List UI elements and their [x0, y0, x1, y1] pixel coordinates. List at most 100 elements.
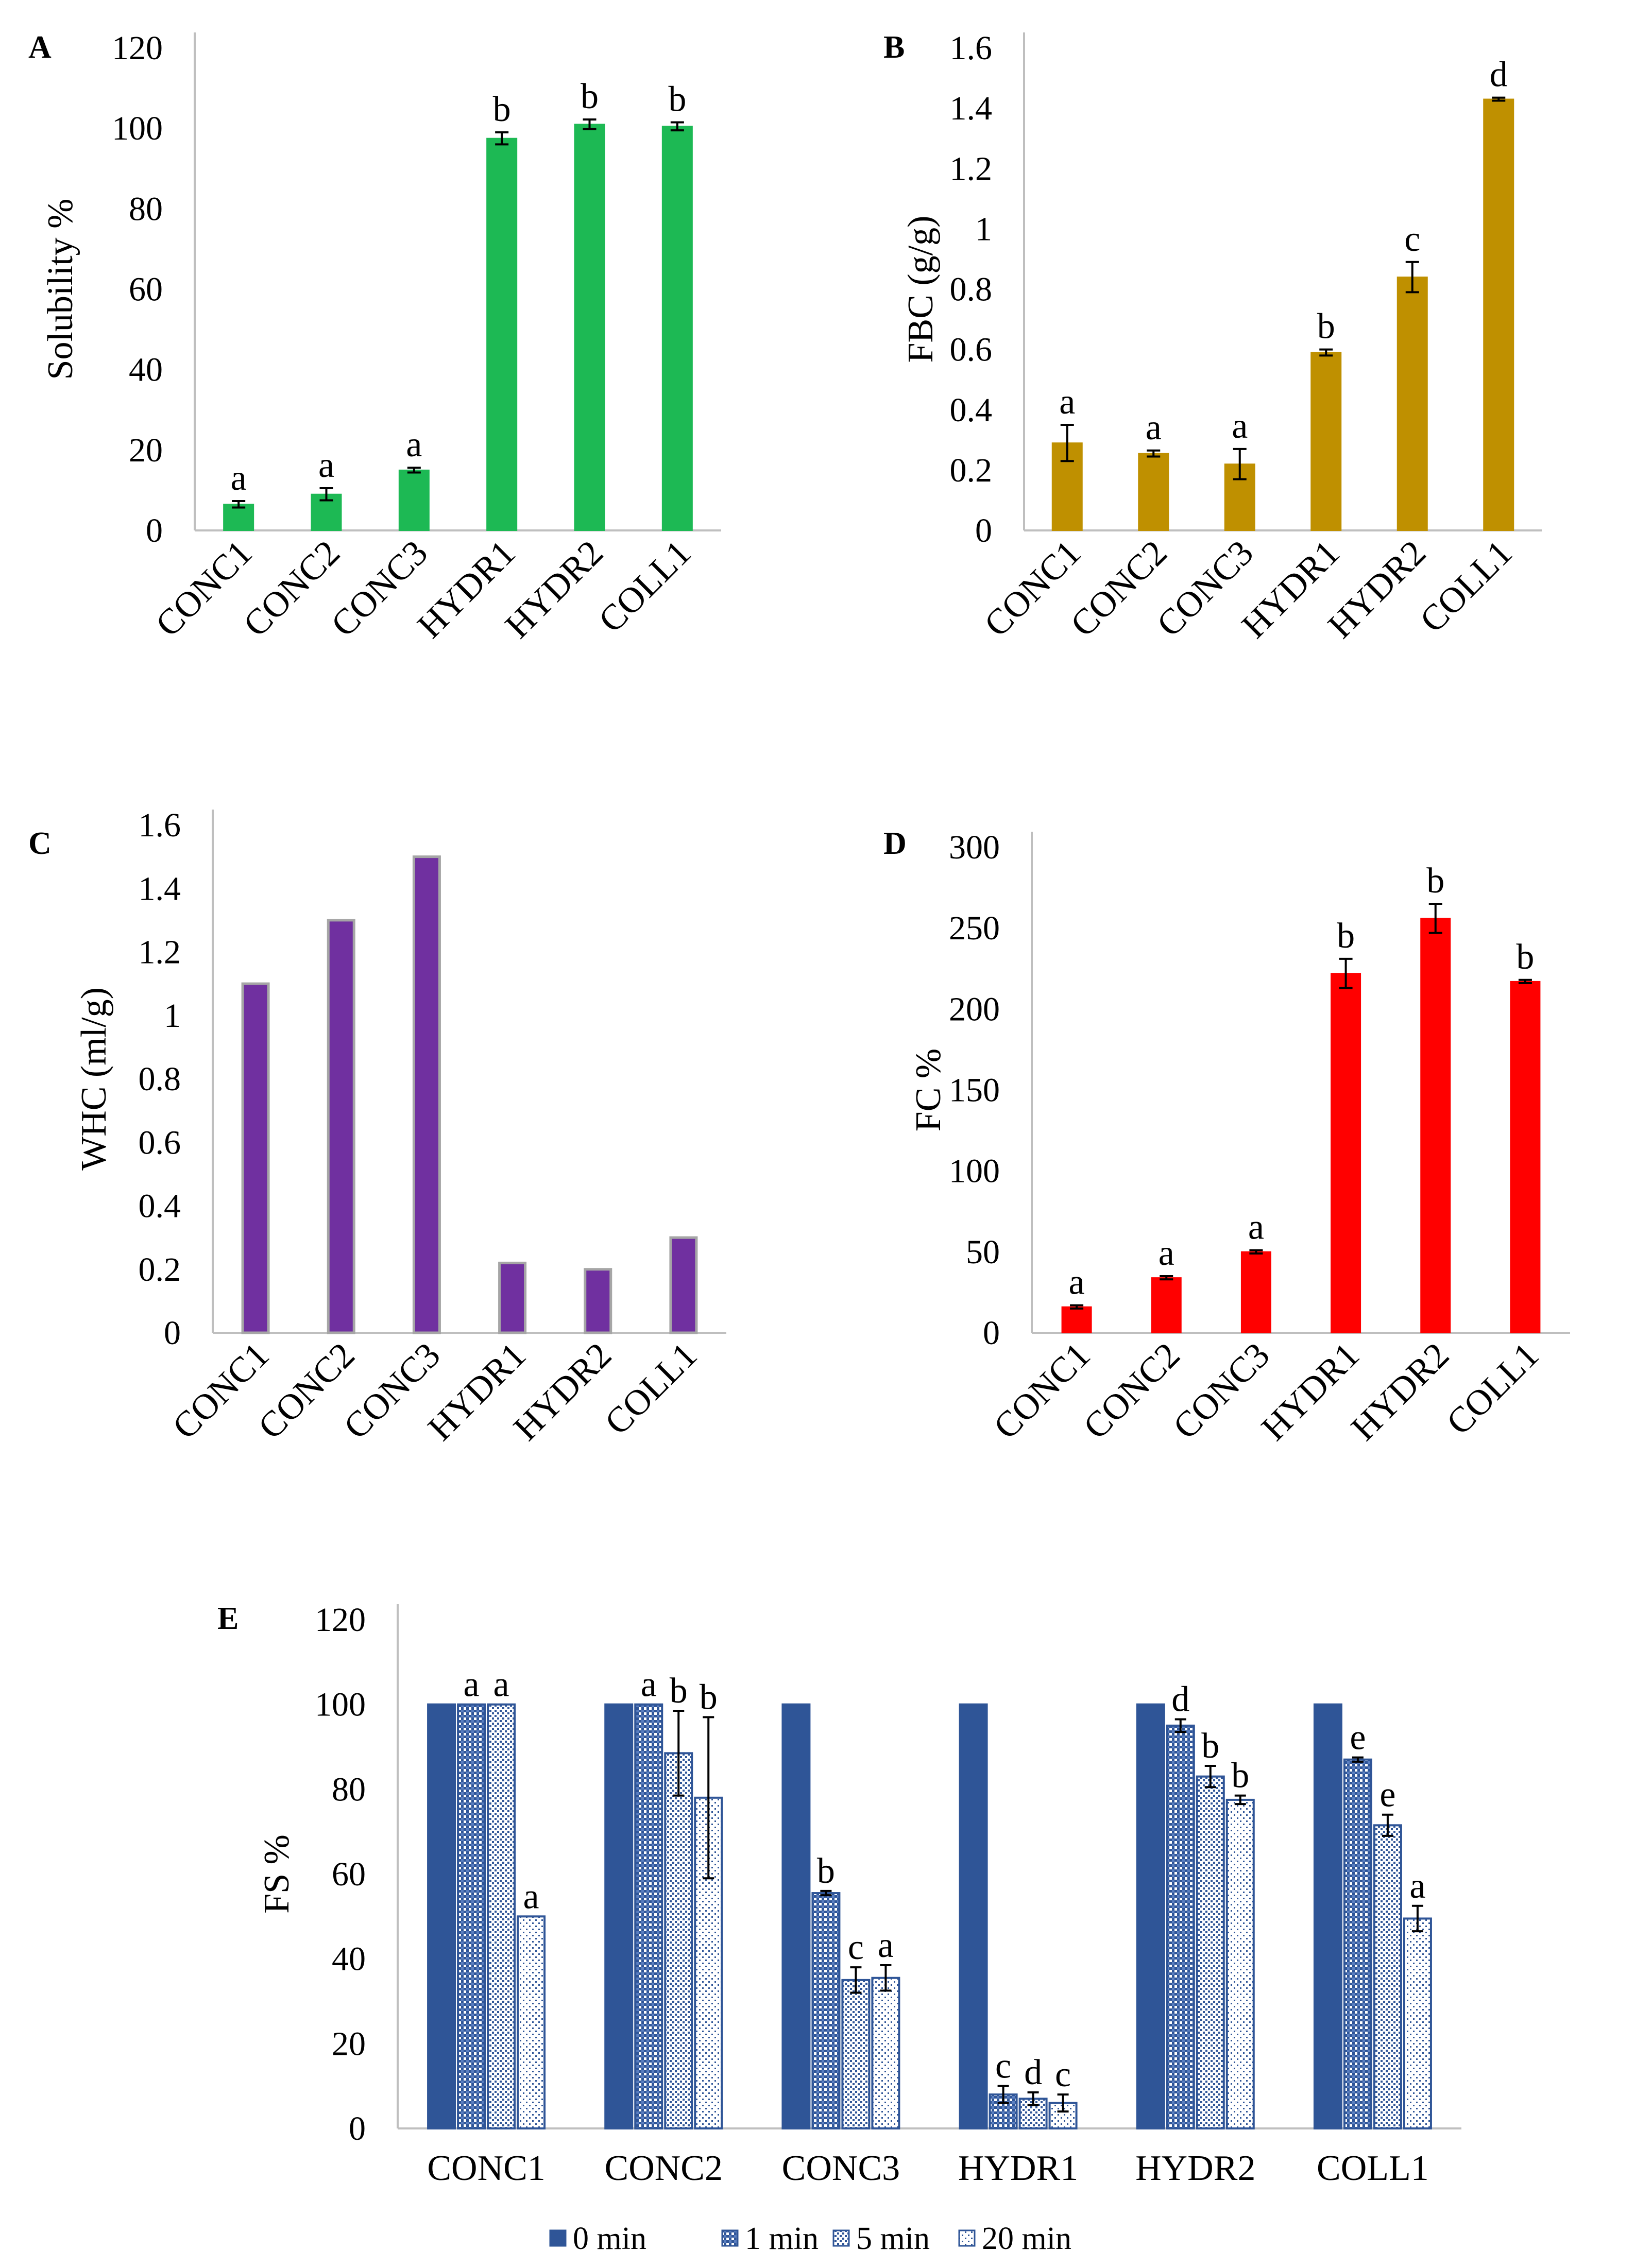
x-tick-label: HYDR1 — [958, 2149, 1078, 2188]
bar — [457, 1703, 486, 2130]
significance-label: a — [1232, 406, 1248, 446]
bar — [1240, 1251, 1271, 1333]
significance-label: b — [1337, 916, 1355, 956]
y-tick-label: 1.2 — [139, 934, 181, 971]
legend-label: 1 min — [745, 2221, 819, 2256]
significance-label: c — [1055, 2055, 1071, 2094]
significance-label: d — [1024, 2053, 1042, 2092]
x-tick-label: COLL1 — [591, 533, 699, 640]
x-tick-label: COLL1 — [1317, 2149, 1429, 2188]
bar — [427, 1703, 456, 2130]
bar — [1166, 1724, 1195, 2129]
chart-panel-b: B FBC (g/g) 0 0.2 0.4 0.6 0.8 1 1.2 1.4 1.6 a CONC1 a… — [883, 29, 1542, 646]
legend-swatch — [721, 2229, 739, 2247]
significance-label: a — [464, 1665, 480, 1705]
y-tick-label: 1 — [975, 210, 992, 248]
bar — [1396, 277, 1428, 531]
bar — [634, 1703, 663, 2130]
significance-label: a — [523, 1877, 539, 1916]
significance-label: a — [1146, 408, 1162, 448]
x-tick-label: CONC2 — [1063, 533, 1175, 645]
x-tick-label: COLL1 — [1412, 533, 1520, 640]
y-tick-label: 0 — [146, 512, 163, 549]
significance-label: a — [878, 1926, 894, 1965]
x-tick-label: CONC1 — [148, 533, 260, 645]
y-tick-label: 120 — [315, 1601, 366, 1639]
y-tick-label: 60 — [129, 271, 163, 308]
x-tick-label: HYDR2 — [1135, 2149, 1255, 2188]
bar — [1061, 1306, 1092, 1334]
x-tick-label: HYDR2 — [1344, 1335, 1457, 1448]
significance-label: a — [318, 445, 334, 485]
y-tick-label: 80 — [332, 1771, 366, 1808]
bar — [241, 982, 270, 1334]
bar — [871, 1977, 900, 2129]
x-tick-label: CONC3 — [782, 2149, 900, 2188]
bar — [584, 1268, 612, 1334]
y-tick-label: 1.4 — [139, 870, 181, 907]
y-tick-label: 120 — [112, 29, 163, 67]
y-tick-label: 100 — [315, 1686, 366, 1724]
bar — [311, 493, 342, 531]
bar — [574, 124, 605, 531]
bar — [327, 919, 355, 1334]
y-tick-label: 0 — [975, 512, 992, 549]
bar — [841, 1979, 871, 2129]
y-tick-label: 20 — [332, 2025, 366, 2063]
significance-label: a — [406, 425, 422, 465]
y-axis-title: FBC (g/g) — [901, 216, 941, 363]
chart-panel-d: D FC % 0 50 100 150 200 250 300 a CONC1 a CONC2 a CONC… — [883, 826, 1570, 1448]
x-tick-label: CONC2 — [605, 2149, 723, 2188]
y-tick-label: 1.2 — [950, 150, 993, 187]
significance-label: a — [1069, 1263, 1085, 1302]
bar — [781, 1703, 811, 2130]
y-tick-label: 100 — [949, 1153, 1000, 1190]
bar — [398, 469, 430, 531]
y-tick-label: 40 — [332, 1940, 366, 1978]
x-tick-label: HYDR1 — [1234, 533, 1347, 646]
x-tick-label: CONC1 — [165, 1335, 277, 1447]
legend-label: 20 min — [982, 2221, 1071, 2256]
panel-letter: E — [217, 1601, 239, 1636]
y-tick-label: 250 — [949, 909, 1000, 947]
x-tick-label: CONC2 — [236, 533, 348, 645]
bar — [498, 1261, 527, 1334]
bar — [1403, 1917, 1432, 2129]
y-tick-label: 50 — [966, 1233, 1000, 1271]
bar — [1136, 1703, 1165, 2130]
y-tick-label: 0.2 — [950, 452, 993, 489]
significance-label: e — [1350, 1718, 1366, 1758]
significance-label: b — [493, 90, 511, 129]
y-tick-label: 0.4 — [139, 1188, 181, 1225]
x-tick-label: CONC1 — [977, 533, 1088, 645]
x-tick-label: HYDR1 — [1254, 1335, 1367, 1448]
bar — [486, 138, 518, 531]
bar — [1225, 1798, 1255, 2130]
bar — [811, 1892, 841, 2130]
significance-label: b — [1516, 937, 1534, 977]
y-tick-label: 150 — [949, 1072, 1000, 1109]
y-tick-label: 0.8 — [139, 1060, 181, 1098]
bar — [1151, 1277, 1182, 1334]
y-axis-title: FC % — [909, 1049, 948, 1131]
significance-label: b — [700, 1677, 718, 1717]
legend-label: 0 min — [573, 2221, 646, 2256]
panel-letter: D — [883, 826, 907, 861]
bar — [1373, 1824, 1402, 2129]
significance-label: a — [231, 458, 247, 498]
bar — [517, 1915, 546, 2129]
x-tick-label: HYDR2 — [498, 533, 610, 646]
y-tick-label: 40 — [129, 351, 163, 389]
bar — [1420, 918, 1451, 1333]
bar — [669, 1236, 698, 1334]
x-tick-label: CONC1 — [986, 1335, 1098, 1447]
y-tick-label: 200 — [949, 990, 1000, 1028]
y-tick-label: 0.6 — [950, 331, 993, 369]
bar — [1343, 1758, 1372, 2129]
significance-label: c — [995, 2047, 1011, 2086]
bar — [1138, 453, 1169, 531]
bar — [412, 855, 441, 1334]
y-tick-label: 1.6 — [950, 29, 993, 67]
